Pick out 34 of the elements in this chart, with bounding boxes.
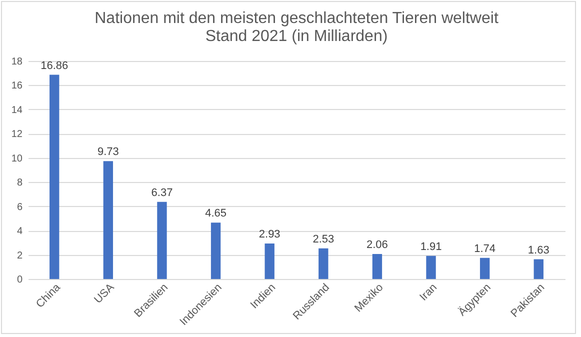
bar	[157, 202, 167, 279]
y-tick-label: 16	[11, 80, 23, 92]
bar	[480, 258, 490, 279]
bar	[534, 259, 544, 279]
y-tick-label: 8	[16, 178, 23, 189]
chart-subtitle: Stand 2021 (in Milliarden)	[205, 28, 388, 45]
bar	[210, 222, 221, 279]
data-label: 6.37	[151, 186, 173, 199]
y-tick-label: 2	[16, 250, 23, 262]
y-tick-label: 12	[11, 129, 23, 140]
data-label: 2.93	[258, 228, 280, 241]
data-label: 1.74	[474, 242, 496, 255]
x-tick-label: USA	[92, 281, 118, 306]
y-tick-label: 10	[11, 153, 23, 164]
bar	[103, 161, 114, 279]
y-tick-label: 6	[16, 202, 23, 213]
bar	[372, 254, 382, 279]
y-tick-label: 14	[11, 104, 23, 116]
x-tick-label: Iran	[418, 282, 440, 304]
bar	[264, 244, 274, 279]
data-label: 2.06	[366, 239, 388, 252]
data-label: 1.91	[420, 240, 442, 253]
y-tick-label: 0	[16, 274, 23, 286]
data-label: 1.63	[528, 244, 550, 256]
y-tick-label: 18	[11, 56, 23, 68]
bar	[50, 74, 60, 279]
data-label: 9.73	[97, 146, 119, 158]
bar	[426, 256, 436, 279]
data-label: 16.86	[40, 60, 68, 72]
data-label: 4.65	[205, 208, 226, 220]
chart-title: Nationen mit den meisten geschlachteten Tieren weltweit	[94, 10, 499, 27]
bar	[318, 248, 328, 279]
y-tick-label: 4	[16, 226, 23, 238]
data-label: 2.53	[312, 233, 334, 246]
